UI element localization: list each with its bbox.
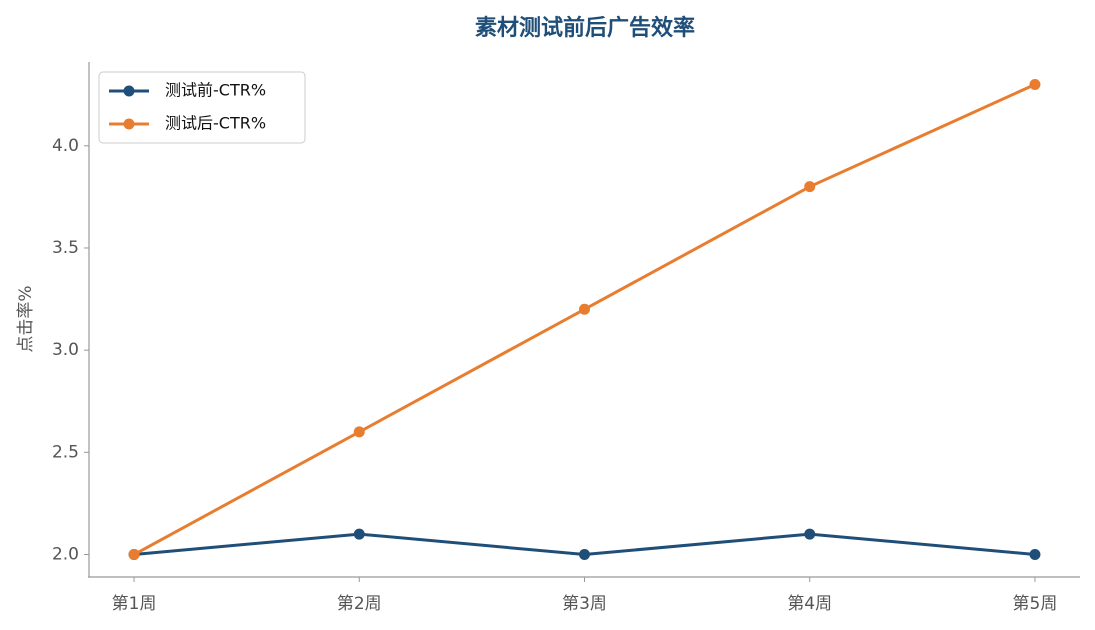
legend: 测试前-CTR% 测试后-CTR% (98, 71, 306, 144)
legend-label: 测试后-CTR% (165, 114, 266, 133)
data-point (128, 549, 140, 561)
data-point (804, 528, 816, 540)
data-point (1029, 549, 1041, 561)
y-tick-label: 4.0 (52, 136, 79, 156)
data-point (353, 426, 365, 438)
legend-marker (123, 85, 135, 97)
data-point (1029, 78, 1041, 90)
x-tick-label: 第1周 (112, 594, 157, 614)
y-axis-label: 点击率% (16, 285, 36, 352)
data-point (579, 303, 590, 315)
legend-box (98, 71, 306, 144)
y-tick-label: 2.5 (52, 442, 79, 462)
data-point (353, 528, 365, 540)
y-tick-label: 3.0 (52, 340, 79, 360)
x-tick-label: 第2周 (337, 594, 382, 614)
legend-label: 测试前-CTR% (165, 81, 266, 100)
data-point (804, 181, 816, 193)
data-point (579, 549, 590, 561)
x-tick-label: 第5周 (1013, 594, 1058, 614)
legend-marker (123, 118, 135, 130)
chart-title: 素材测试前后广告效率 (475, 15, 695, 41)
series-line (133, 83, 1036, 556)
y-tick-label: 2.0 (52, 545, 79, 565)
x-tick-label: 第4周 (787, 594, 832, 614)
x-tick-label: 第3周 (562, 594, 607, 614)
y-tick-label: 3.5 (52, 238, 79, 258)
